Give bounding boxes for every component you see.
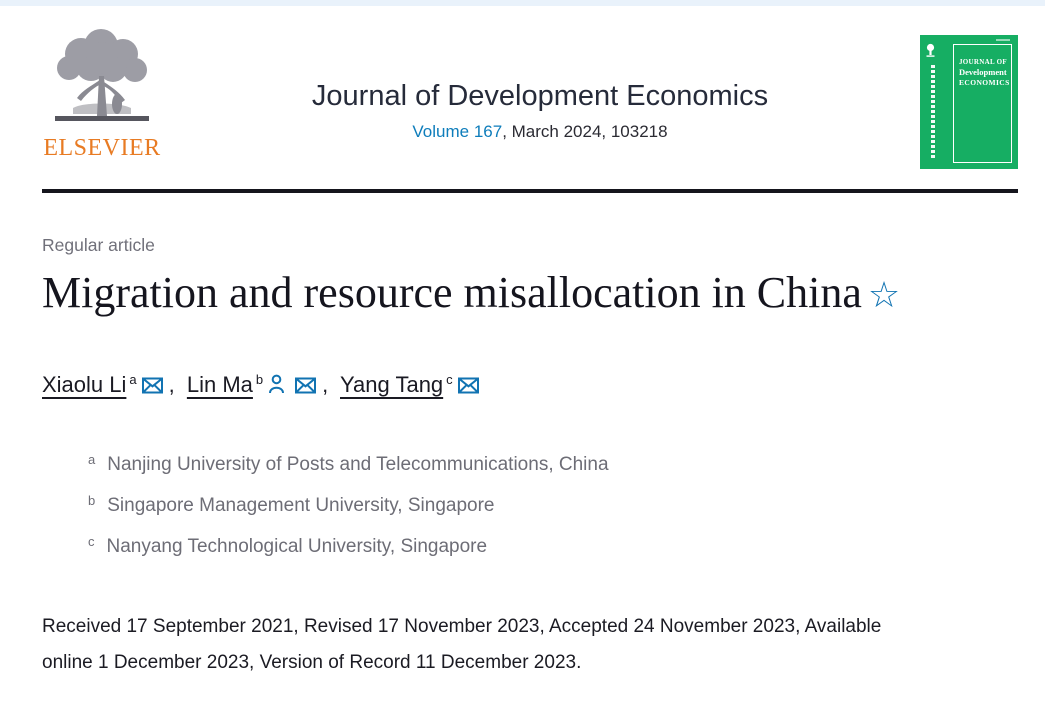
article-header-main: Regular article Migration and resource m… [0, 235, 1045, 681]
elsevier-wordmark: ELSEVIER [43, 135, 161, 161]
affiliation-text: Nanjing University of Posts and Telecomm… [107, 454, 609, 475]
affiliation-sup: c [88, 534, 95, 549]
volume-line: Volume 167, March 2024, 103218 [240, 122, 840, 142]
author-affiliation-sup: b [255, 372, 264, 387]
issue-info: , March 2024, 103218 [502, 122, 668, 141]
cover-spine-text [931, 65, 935, 159]
affiliation-sup: b [88, 493, 96, 508]
author-name-link[interactable]: Lin Ma [186, 372, 253, 397]
top-strip [0, 0, 1045, 6]
author: Yang Tang c [340, 372, 484, 397]
author-affiliation-sup: c [446, 372, 453, 387]
affiliation-item: c Nanyang Technological University, Singa… [42, 524, 1003, 565]
cover-title-line1: JOURNAL OF [959, 58, 1007, 66]
author: Xiaolu Li a , [42, 372, 181, 397]
envelope-icon[interactable] [457, 372, 479, 402]
article-title-text: Migration and resource misallocation in … [42, 268, 862, 317]
cover-title-box: JOURNAL OF Development ECONOMICS [953, 44, 1012, 163]
envelope-icon[interactable] [295, 372, 317, 402]
star-icon[interactable]: ☆ [867, 275, 901, 316]
author-separator: , [322, 372, 329, 397]
article-title: Migration and resource misallocation in … [42, 262, 932, 327]
journal-cover-thumbnail[interactable]: JOURNAL OF Development ECONOMICS [920, 35, 1018, 169]
author-list: Xiaolu Li a , Lin Ma b , Yang Tang c [42, 365, 1003, 402]
journal-meta: Journal of Development Economics Volume … [240, 80, 840, 142]
elsevier-logo[interactable]: ELSEVIER [42, 28, 162, 162]
affiliation-item: b Singapore Management University, Singap… [42, 483, 1003, 524]
author: Lin Ma b , [187, 372, 334, 397]
affiliation-text: Singapore Management University, Singapo… [107, 495, 495, 516]
affiliation-item: a Nanjing University of Posts and Telecom… [42, 442, 1003, 483]
person-icon[interactable] [268, 372, 285, 402]
affiliation-text: Nanyang Technological University, Singap… [106, 536, 488, 557]
cover-title-line3: ECONOMICS [959, 78, 1010, 87]
elsevier-tree-icon [43, 29, 161, 132]
journal-title-link[interactable]: Journal of Development Economics [311, 80, 769, 112]
revision-dates: Received 17 September 2021, Revised 17 N… [42, 616, 882, 673]
cover-elsevier-mark-icon [925, 43, 936, 63]
author-name-link[interactable]: Xiaolu Li [42, 372, 127, 397]
article-type-label: Regular article [42, 235, 155, 255]
volume-link[interactable]: Volume 167 [412, 122, 503, 141]
journal-header: ELSEVIER Journal of Development Economic… [0, 6, 1045, 189]
header-divider [42, 189, 1018, 193]
envelope-icon[interactable] [141, 372, 163, 402]
author-name-link[interactable]: Yang Tang [340, 372, 444, 397]
affiliation-list: a Nanjing University of Posts and Telecom… [42, 442, 1003, 565]
author-separator: , [168, 372, 175, 397]
cover-title-line2: Development [959, 67, 1007, 77]
author-affiliation-sup: a [129, 372, 137, 387]
cover-top-text [996, 39, 1010, 41]
affiliation-sup: a [88, 452, 96, 467]
